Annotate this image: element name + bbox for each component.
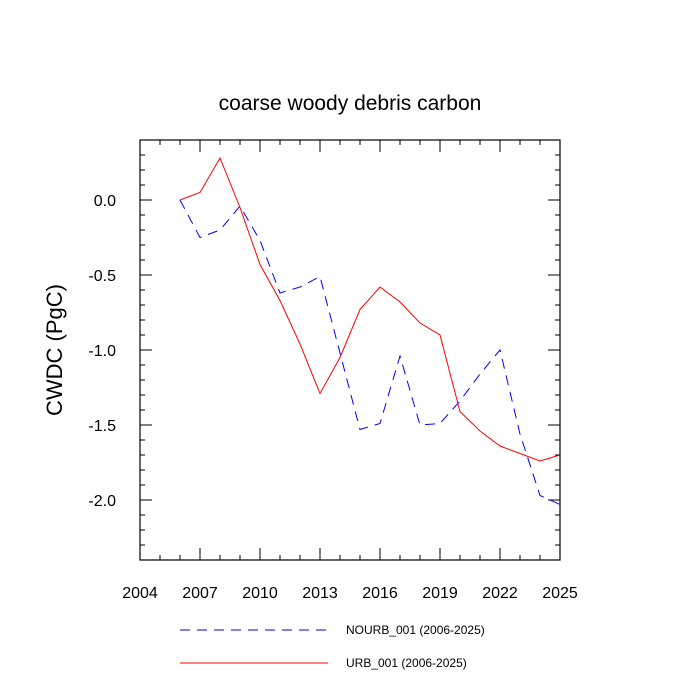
legend-label-2: URB_001 (2006-2025) [346, 656, 467, 670]
y-axis-label: CWDC (PgC) [42, 284, 67, 416]
y-tick-label: -2.0 [88, 493, 116, 510]
x-tick-label: 2004 [122, 585, 158, 602]
chart-title: coarse woody debris carbon [219, 92, 482, 115]
y-tick-label: -1.0 [88, 343, 116, 360]
y-tick-labels: 0.0 -0.5 -1.0 -1.5 -2.0 [88, 193, 116, 510]
x-tick-label: 2025 [542, 585, 578, 602]
legend: NOURB_001 (2006-2025) URB_001 (2006-2025) [180, 623, 485, 670]
major-ticks [139, 140, 561, 560]
x-tick-labels: 2004 2007 2010 2013 2016 2019 2022 2025 [122, 585, 578, 602]
x-tick-label: 2013 [302, 585, 338, 602]
x-tick-label: 2007 [182, 585, 218, 602]
minor-ticks [140, 139, 560, 561]
y-tick-label: 0.0 [94, 193, 116, 210]
legend-label-1: NOURB_001 (2006-2025) [346, 623, 485, 637]
y-tick-label: -1.5 [88, 418, 116, 435]
series-line-1 [179, 199, 561, 505]
series-lines [179, 156, 561, 505]
y-tick-label: -0.5 [88, 268, 116, 285]
x-tick-label: 2016 [362, 585, 398, 602]
plot-frame [139, 139, 561, 561]
x-tick-label: 2019 [422, 585, 458, 602]
x-tick-label: 2022 [482, 585, 518, 602]
series-line-2 [179, 156, 561, 462]
x-tick-label: 2010 [242, 585, 278, 602]
